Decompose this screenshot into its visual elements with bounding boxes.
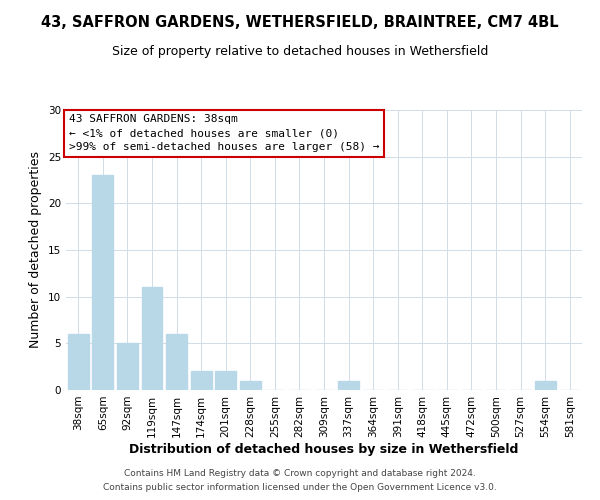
Bar [240, 380, 261, 390]
Bar [166, 334, 187, 390]
Bar [215, 372, 236, 390]
X-axis label: Distribution of detached houses by size in Wethersfield: Distribution of detached houses by size … [130, 442, 518, 456]
Text: Size of property relative to detached houses in Wethersfield: Size of property relative to detached ho… [112, 45, 488, 58]
Text: Contains HM Land Registry data © Crown copyright and database right 2024.: Contains HM Land Registry data © Crown c… [124, 468, 476, 477]
Bar [117, 344, 138, 390]
Bar [191, 372, 212, 390]
Bar [92, 176, 113, 390]
Bar [142, 288, 163, 390]
Text: 43, SAFFRON GARDENS, WETHERSFIELD, BRAINTREE, CM7 4BL: 43, SAFFRON GARDENS, WETHERSFIELD, BRAIN… [41, 15, 559, 30]
Bar [338, 380, 359, 390]
Text: 43 SAFFRON GARDENS: 38sqm
← <1% of detached houses are smaller (0)
>99% of semi-: 43 SAFFRON GARDENS: 38sqm ← <1% of detac… [68, 114, 379, 152]
Bar [535, 380, 556, 390]
Y-axis label: Number of detached properties: Number of detached properties [29, 152, 43, 348]
Bar [68, 334, 89, 390]
Text: Contains public sector information licensed under the Open Government Licence v3: Contains public sector information licen… [103, 484, 497, 492]
